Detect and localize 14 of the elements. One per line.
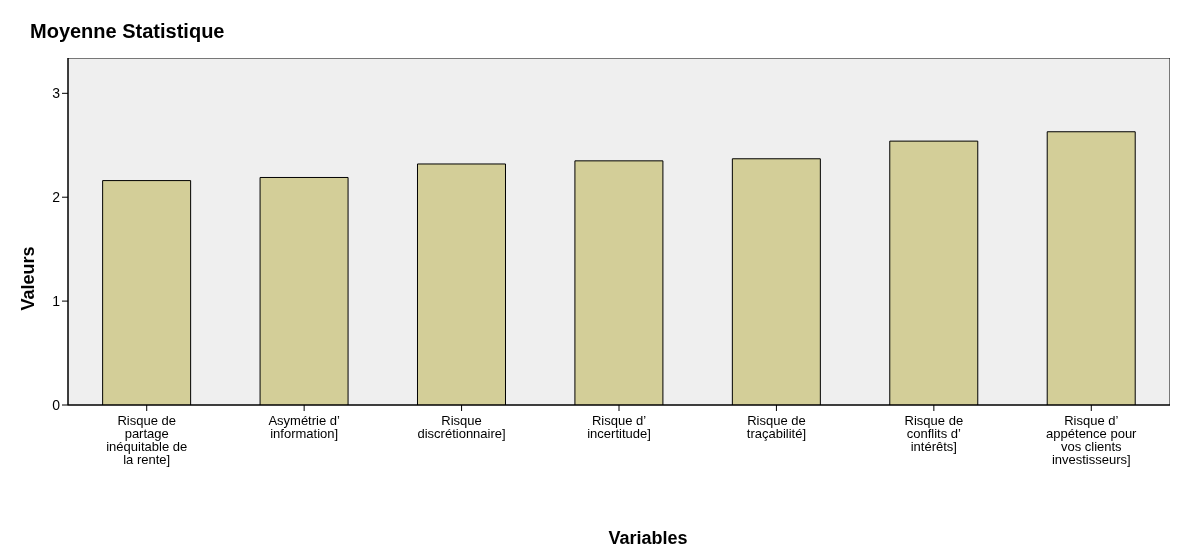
y-tick-label: 3 bbox=[52, 85, 61, 102]
x-axis-title: Variables bbox=[607, 528, 689, 547]
x-tick-label: Asymétrie d’ information] bbox=[268, 413, 341, 441]
x-tick-label: Risque de traçabilité] bbox=[746, 413, 807, 441]
y-axis-title: Valeurs bbox=[17, 245, 39, 311]
chart-title: Moyenne Statistique bbox=[30, 20, 225, 43]
x-tick-label: Risque d’ appétence pour vos clients investisseurs] bbox=[1046, 413, 1138, 467]
x-tick-label: Risque de conflits d’ intérêts] bbox=[904, 413, 964, 454]
y-tick-label: 2 bbox=[52, 189, 61, 206]
x-tick-label: Risque de partage inéquitable de la rente] bbox=[106, 413, 188, 467]
x-tick-label: Risque d’ incertitude] bbox=[587, 413, 651, 441]
y-tick-label: 0 bbox=[52, 396, 61, 413]
x-tick-label: Risque discrétionnaire] bbox=[417, 413, 506, 441]
y-tick-label: 1 bbox=[52, 293, 61, 310]
